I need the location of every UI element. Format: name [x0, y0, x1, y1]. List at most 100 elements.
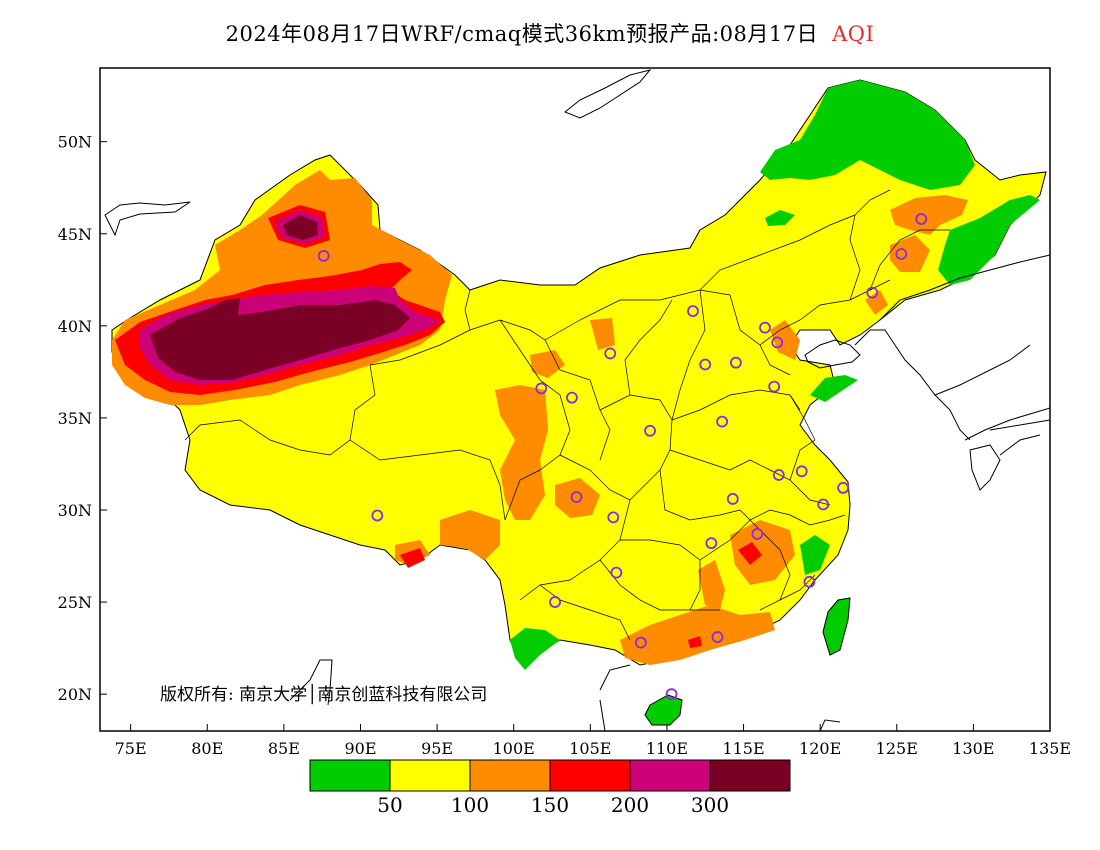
city-marker [535, 382, 548, 395]
aqi-orange-hunan [698, 560, 725, 610]
city-marker [771, 336, 784, 349]
city-marker [895, 248, 908, 260]
city-marker [711, 631, 724, 643]
aqi-green-yunnan [510, 628, 560, 670]
lon-tick-label: 75E [115, 739, 147, 758]
city-marker [803, 575, 816, 588]
city-marker [566, 391, 578, 404]
aqi-maroon-tarim [150, 298, 410, 380]
copyright-text: 版权所有: 南京大学│南京创蓝科技有限公司 [160, 685, 488, 705]
city-marker [866, 286, 879, 299]
lon-tick-label: 130E [952, 739, 994, 758]
city-marker [371, 509, 384, 522]
longitude-axis: 75E 80E 85E 90E 95E 100E 105E 110E 115E 120E 125E 1… [115, 724, 1071, 758]
coastlines [104, 69, 1050, 731]
lon-tick-label: 105E [569, 739, 611, 758]
lon-tick-label: 85E [268, 739, 300, 758]
city-marker [687, 305, 699, 318]
aqi-orange-liaoning [865, 290, 888, 315]
city-marker [549, 596, 561, 608]
city-marker [795, 465, 808, 478]
legend-swatch [469, 759, 551, 792]
city-markers [317, 213, 928, 701]
lat-tick-label: 25N [58, 593, 92, 612]
province-boundaries [184, 189, 950, 641]
title-variable: AQI [832, 22, 875, 46]
aqi-green-taiwan [822, 597, 851, 656]
city-marker [699, 358, 712, 371]
city-marker [644, 424, 656, 437]
city-marker [610, 566, 623, 579]
lon-tick-label: 80E [191, 739, 223, 758]
map-frame [99, 67, 1051, 732]
aqi-red-guangdong [688, 636, 702, 648]
lon-tick-label: 120E [799, 739, 841, 758]
legend-break-label: 50 [377, 793, 402, 817]
legend-break-label: 150 [531, 793, 569, 817]
aqi-red-jiangxi [738, 542, 762, 565]
aqi-orange-gansu [530, 350, 565, 378]
city-marker [634, 636, 647, 649]
city-marker [665, 688, 678, 701]
aqi-orange-guangdong [620, 605, 775, 665]
lat-tick-label: 40N [58, 317, 92, 336]
aqi-green-northeast [760, 80, 975, 190]
aqi-red-tibet [400, 548, 425, 568]
city-marker [759, 321, 771, 334]
lat-tick-label: 45N [58, 225, 92, 244]
aqi-green-hainan [644, 694, 683, 726]
latitude-axis: 50N 45N 40N 35N 30N 25N 20N [58, 133, 107, 704]
city-marker [570, 491, 583, 504]
city-marker [729, 356, 742, 369]
lat-tick-label: 50N [58, 133, 92, 152]
map-area [100, 68, 1050, 731]
lon-tick-label: 110E [646, 739, 688, 758]
city-marker [915, 213, 928, 225]
lat-tick-label: 30N [58, 501, 92, 520]
map-title: 2024年08月17日WRF/cmaq模式36km预报产品:08月17日 AQI [0, 18, 1100, 48]
legend-break-label: 300 [691, 793, 729, 817]
city-marker [751, 528, 764, 540]
lon-tick-label: 90E [344, 739, 376, 758]
lon-tick-label: 115E [722, 739, 764, 758]
aqi-orange-jilin [890, 235, 930, 272]
aqi-orange-shaanxi [590, 318, 615, 350]
city-marker [716, 415, 728, 428]
aqi-legend: 50 100 150 200 300 [309, 759, 791, 817]
aqi-maroon-dzungaria [283, 215, 318, 240]
legend-swatch [309, 759, 391, 792]
legend-break-label: 100 [451, 793, 489, 817]
lat-tick-label: 20N [58, 685, 92, 704]
legend-swatch [549, 759, 631, 792]
lon-tick-label: 95E [421, 739, 453, 758]
aqi-green-small1 [765, 210, 795, 226]
aqi-green-fujian [800, 535, 830, 575]
lon-tick-label: 125E [876, 739, 918, 758]
city-marker [604, 347, 617, 360]
aqi-orange-jiangxi [730, 520, 795, 585]
legend-swatch [389, 759, 471, 792]
title-text: 2024年08月17日WRF/cmaq模式36km预报产品:08月17日 [225, 22, 819, 46]
legend-swatch [629, 759, 711, 792]
aqi-orange-qinghai [495, 385, 548, 520]
city-marker [726, 493, 739, 505]
lat-tick-label: 35N [58, 409, 92, 428]
city-marker [837, 481, 850, 494]
city-marker [317, 249, 330, 262]
aqi-orange-tibet-east [440, 510, 500, 560]
aqi-orange-hebei [770, 320, 800, 360]
legend-break-label: 200 [611, 793, 649, 817]
aqi-green-east [938, 195, 1040, 285]
aqi-green-shandong [810, 375, 858, 402]
city-marker [705, 537, 718, 550]
city-marker [772, 469, 785, 481]
city-marker [768, 380, 781, 393]
aqi-orange-heilongjiang [890, 195, 968, 235]
lon-tick-label: 100E [493, 739, 535, 758]
aqi-orange-sichuan [555, 478, 600, 518]
city-marker [817, 498, 830, 511]
lon-tick-label: 135E [1029, 739, 1071, 758]
city-marker [607, 511, 620, 524]
legend-swatch [709, 759, 791, 792]
